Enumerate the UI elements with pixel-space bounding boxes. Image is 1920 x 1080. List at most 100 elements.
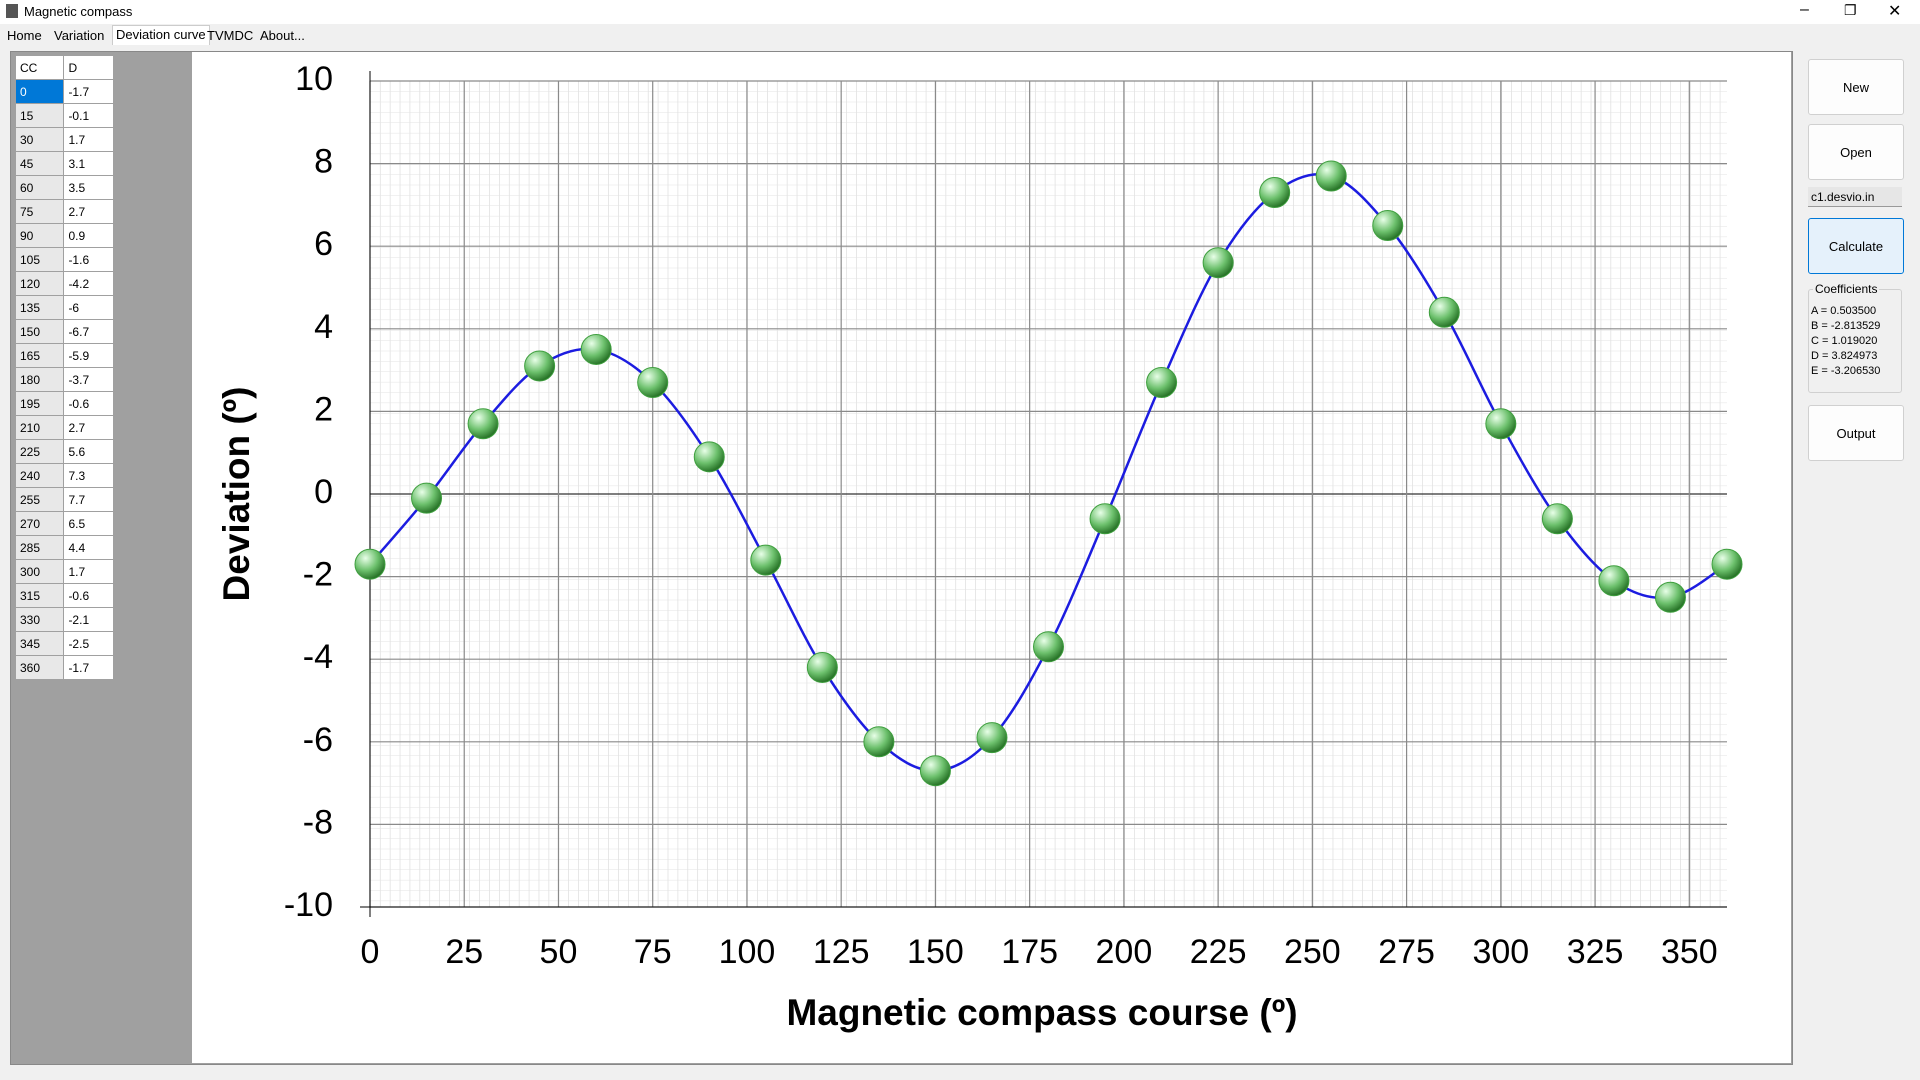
x-tick-label: 300: [1472, 933, 1529, 971]
d-cell[interactable]: 2.7: [63, 415, 114, 440]
data-point: [1146, 366, 1178, 398]
x-tick-label: 175: [1001, 933, 1058, 971]
data-point: [1428, 296, 1460, 328]
cc-cell[interactable]: 120: [14, 271, 65, 296]
window-title: Magnetic compass: [24, 4, 133, 19]
d-cell[interactable]: -6: [63, 295, 114, 320]
d-cell[interactable]: 7.7: [63, 487, 114, 512]
tab[interactable]: About...: [260, 28, 305, 43]
x-tick-label: 250: [1284, 933, 1341, 971]
cc-cell[interactable]: 105: [14, 247, 65, 272]
cc-cell[interactable]: 255: [14, 487, 65, 512]
tab[interactable]: Deviation curve: [112, 25, 210, 45]
x-tick-label: 350: [1661, 933, 1718, 971]
cc-cell[interactable]: 270: [14, 511, 65, 536]
cc-cell[interactable]: 60: [14, 175, 65, 200]
coefficient: B = -2.813529: [1811, 320, 1881, 332]
cc-cell[interactable]: 225: [14, 439, 65, 464]
d-cell[interactable]: 3.1: [63, 151, 114, 176]
cc-cell[interactable]: 30: [14, 127, 65, 152]
x-tick-label: 325: [1567, 933, 1624, 971]
d-cell[interactable]: 6.5: [63, 511, 114, 536]
coefficients-list: A = 0.503500 B = -2.813529 C = 1.019020 D =…: [1811, 304, 1880, 379]
cc-cell[interactable]: 285: [14, 535, 65, 560]
close[interactable]: ✕: [1888, 3, 1902, 20]
cc-cell[interactable]: 360: [14, 655, 65, 680]
table-row: 15 -0.1: [14, 103, 114, 128]
data-point: [919, 755, 951, 787]
table-row: 0 -1.7: [14, 79, 114, 104]
d-cell[interactable]: -3.7: [63, 367, 114, 392]
cc-cell[interactable]: 180: [14, 367, 65, 392]
table-row: 105 -1.6: [14, 247, 114, 272]
d-cell[interactable]: -1.7: [63, 655, 114, 680]
output-button[interactable]: Output: [1808, 405, 1904, 461]
d-cell[interactable]: -0.6: [63, 583, 114, 608]
d-cell[interactable]: -0.1: [63, 103, 114, 128]
cc-cell[interactable]: 15: [14, 103, 65, 128]
data-point: [1259, 177, 1291, 209]
table-row: 150 -6.7: [14, 319, 114, 344]
cc-cell[interactable]: 45: [14, 151, 65, 176]
tab[interactable]: Home: [7, 28, 42, 43]
cc-cell[interactable]: 345: [14, 631, 65, 656]
cc-cell[interactable]: 195: [14, 391, 65, 416]
x-tick-label: 225: [1190, 933, 1247, 971]
d-cell[interactable]: 4.4: [63, 535, 114, 560]
cc-cell[interactable]: 210: [14, 415, 65, 440]
open-button[interactable]: Open: [1808, 124, 1904, 180]
d-cell[interactable]: -0.6: [63, 391, 114, 416]
cc-cell[interactable]: 0: [14, 79, 65, 104]
table-row: 225 5.6: [14, 439, 114, 464]
d-cell[interactable]: 7.3: [63, 463, 114, 488]
d-cell[interactable]: -4.2: [63, 271, 114, 296]
d-cell[interactable]: 0.9: [63, 223, 114, 248]
tab[interactable]: Variation: [54, 28, 105, 43]
table-row: 285 4.4: [14, 535, 114, 560]
table-header: CC D: [14, 55, 114, 80]
x-tick-label: 50: [540, 933, 578, 971]
minimize[interactable]: –: [1800, 1, 1809, 18]
data-point: [1315, 160, 1347, 192]
cc-cell[interactable]: 330: [14, 607, 65, 632]
data-point: [1485, 408, 1517, 440]
tab[interactable]: TVMDC: [207, 28, 254, 43]
maximize[interactable]: ❐: [1844, 2, 1857, 18]
data-point: [1372, 210, 1404, 242]
d-cell[interactable]: -1.6: [63, 247, 114, 272]
cc-cell[interactable]: 300: [14, 559, 65, 584]
new-button[interactable]: New: [1808, 59, 1904, 115]
data-point: [411, 482, 443, 514]
coefficient: E = -3.206530: [1811, 365, 1881, 377]
cc-cell[interactable]: 240: [14, 463, 65, 488]
x-tick-label: 150: [907, 933, 964, 971]
table-row: 255 7.7: [14, 487, 114, 512]
d-cell[interactable]: -2.1: [63, 607, 114, 632]
cc-cell[interactable]: 315: [14, 583, 65, 608]
table-row: 120 -4.2: [14, 271, 114, 296]
d-cell[interactable]: -2.5: [63, 631, 114, 656]
d-cell[interactable]: -1.7: [63, 79, 114, 104]
d-cell[interactable]: -6.7: [63, 319, 114, 344]
d-cell[interactable]: 3.5: [63, 175, 114, 200]
calculate-button[interactable]: Calculate: [1808, 218, 1904, 274]
cc-cell[interactable]: 75: [14, 199, 65, 224]
table-row: 210 2.7: [14, 415, 114, 440]
table-row: 165 -5.9: [14, 343, 114, 368]
cc-cell[interactable]: 165: [14, 343, 65, 368]
d-cell[interactable]: 2.7: [63, 199, 114, 224]
y-axis-label: Deviation (º): [216, 387, 257, 602]
d-cell[interactable]: -5.9: [63, 343, 114, 368]
y-tick-label: 4: [314, 308, 333, 346]
d-cell[interactable]: 1.7: [63, 559, 114, 584]
data-point: [1711, 548, 1743, 580]
cc-cell[interactable]: 90: [14, 223, 65, 248]
d-cell[interactable]: 5.6: [63, 439, 114, 464]
y-tick-label: -2: [303, 556, 333, 594]
d-cell[interactable]: 1.7: [63, 127, 114, 152]
data-point: [1033, 631, 1064, 663]
cc-cell[interactable]: 135: [14, 295, 65, 320]
chart: Magnetic compass course (º) Deviation (º…: [192, 52, 1791, 1063]
cc-cell[interactable]: 150: [14, 319, 65, 344]
data-point: [1089, 503, 1121, 535]
